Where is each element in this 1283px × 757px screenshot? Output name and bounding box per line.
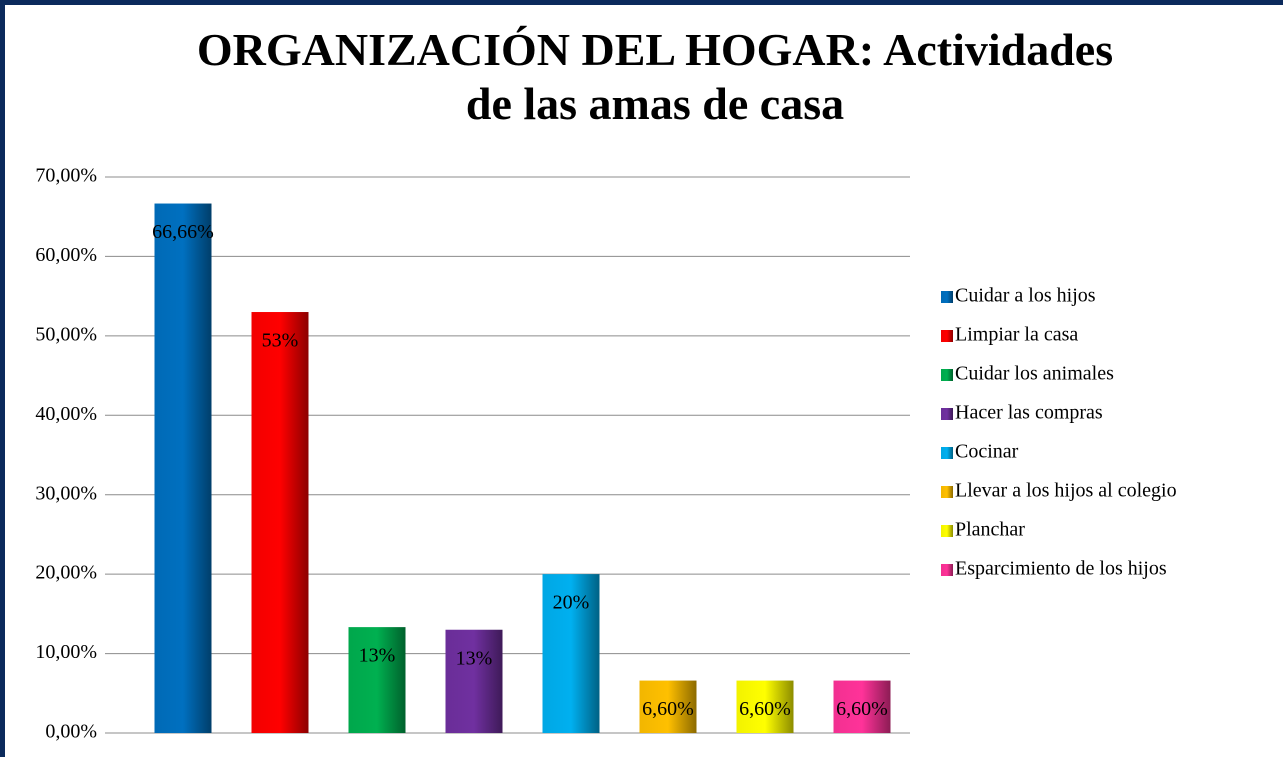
bar [154,203,212,733]
value-label: 6,60% [642,698,694,720]
value-label: 6,60% [739,698,791,720]
value-label: 13% [456,647,493,669]
value-label: 20% [553,592,590,614]
bar [445,629,503,733]
value-label: 53% [262,330,299,352]
legend-swatch [941,564,953,576]
legend-swatch [941,291,953,303]
y-tick-label: 20,00% [35,562,97,584]
y-tick-label: 40,00% [35,403,97,425]
legend-swatch [941,369,953,381]
y-tick-label: 50,00% [35,323,97,345]
legend-swatch [941,486,953,498]
chart-title: ORGANIZACIÓN DEL HOGAR: Actividades de l… [196,24,1114,129]
bar [736,680,794,733]
legend-swatch [941,330,953,342]
legend-swatch [941,408,953,420]
value-label: 13% [359,645,396,667]
legend-swatch [941,525,953,537]
plot: 0,00% 10,00% 20,00% 30,00% 40,00% 50,00% 60,00… [35,165,1177,743]
y-tick-label: 30,00% [35,482,97,504]
value-label: 66,66% [152,221,214,243]
legend-label: Llevar a los hijos al colegio [955,480,1177,502]
bar [348,627,406,733]
legend-label: Limpiar la casa [955,324,1078,346]
y-tick-label: 0,00% [45,721,97,743]
legend-swatch [941,447,953,459]
legend-label: Cuidar los animales [955,363,1114,385]
value-label: 6,60% [836,698,888,720]
bar [542,574,600,733]
bar [251,312,309,733]
legend-label: Planchar [955,519,1025,541]
legend-label: Hacer las compras [955,402,1103,424]
y-tick-label: 60,00% [35,244,97,266]
bar [833,680,891,733]
y-tick-label: 10,00% [35,641,97,663]
legend-label: Esparcimiento de los hijos [955,558,1167,580]
legend-label: Cuidar a los hijos [955,285,1096,307]
legend-label: Cocinar [955,441,1019,463]
y-tick-label: 70,00% [35,165,97,187]
bar [639,680,697,733]
